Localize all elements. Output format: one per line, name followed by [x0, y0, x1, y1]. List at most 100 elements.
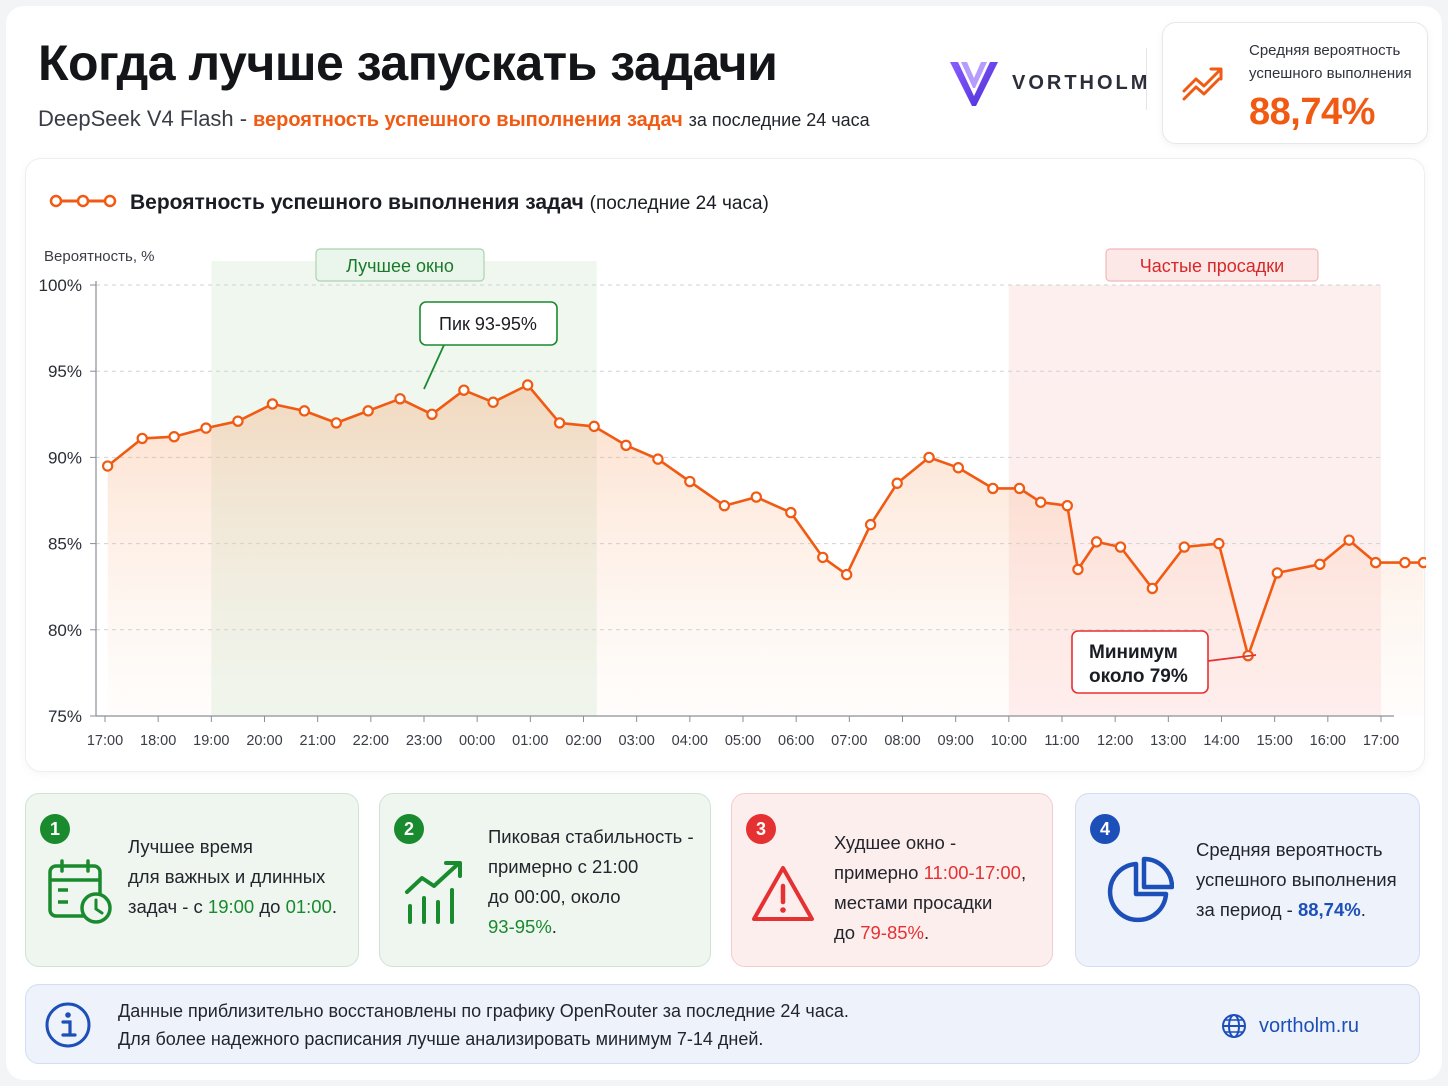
data-point [200, 422, 212, 434]
card-line: за период - 88,74%. [1196, 899, 1366, 920]
x-tick-label: 09:00 [938, 733, 974, 749]
bar-growth-icon [405, 861, 462, 924]
data-point [101, 460, 114, 472]
y-tick-label: 85% [48, 535, 82, 554]
data-point [394, 393, 406, 405]
y-tick-label: 95% [48, 362, 82, 381]
data-point [1369, 556, 1382, 569]
data-point [232, 415, 244, 427]
x-tick-label: 13:00 [1150, 733, 1186, 749]
peak-callout-box [419, 301, 558, 346]
subtitle-tail: за последние 24 часа [688, 110, 870, 130]
info-line-1: Данные приблизительно восстановлены по г… [118, 1001, 849, 1021]
data-point [718, 499, 731, 512]
best-window-label: Лучшее окно [346, 256, 454, 276]
data-point [864, 518, 877, 531]
data-point [1399, 556, 1411, 569]
min-callout-box [1071, 630, 1209, 694]
x-tick-label: 12:00 [1097, 733, 1133, 749]
x-tick-label: 22:00 [353, 733, 389, 749]
header-divider [1146, 48, 1147, 110]
card-line: примерно 11:00-17:00, [834, 862, 1027, 883]
kpi-label: Средняя вероятность успешного выполнения [1249, 42, 1412, 82]
data-point [1146, 582, 1159, 595]
x-tick-label: 05:00 [725, 733, 761, 749]
x-tick-label: 04:00 [672, 733, 708, 749]
data-point [684, 475, 696, 488]
card-line: Средняя вероятность [1196, 839, 1383, 860]
data-point [266, 398, 279, 410]
y-tick-label: 75% [48, 707, 82, 726]
data-point [588, 420, 600, 433]
card-line: задач - с 19:00 до 01:00. [128, 896, 338, 917]
peak-callout-label: Пик 93-95% [439, 314, 537, 334]
x-tick-label: 21:00 [300, 733, 336, 749]
x-tick-label: 11:00 [1044, 733, 1079, 749]
y-tick-label: 80% [48, 621, 82, 640]
card-text: Лучшее время для важных и длинных задач … [128, 832, 337, 922]
line-chart: 75% 80% 85% 90% 95% 100% 17:00 18:00 19:00 20:00 2… [39, 191, 1426, 749]
info-icon [45, 1002, 91, 1048]
data-point [553, 417, 566, 429]
insight-card-worst: 3 Худшее окно - примерно 11:00-17:00, ме… [731, 793, 1053, 967]
data-point [1035, 496, 1047, 508]
card-text: Средняя вероятность успешного выполнения… [1196, 835, 1397, 925]
x-tick-label: 23:00 [406, 733, 442, 749]
x-tick-label: 18:00 [140, 733, 176, 749]
brand-logo: VORTHOLM [948, 58, 1150, 108]
info-banner: Данные приблизительно восстановлены по г… [25, 984, 1420, 1064]
card-number-badge: 1 [40, 814, 70, 844]
card-line: Пиковая стабильность - [488, 826, 694, 847]
data-point [817, 551, 829, 564]
warning-icon [752, 866, 814, 921]
x-tick-label: 15:00 [1257, 733, 1293, 749]
data-point [952, 462, 965, 474]
peak-leader [423, 344, 445, 390]
card-line: Худшее окно - [834, 832, 957, 853]
page-subtitle: DeepSeek V4 Flash - вероятность успешног… [38, 106, 870, 132]
data-point [620, 439, 632, 452]
data-point [1271, 567, 1284, 579]
data-point [652, 453, 664, 465]
x-tick-label: 20:00 [246, 733, 282, 749]
card-line: для важных и длинных [128, 866, 326, 887]
min-callout-label-1: Минимум [1089, 642, 1178, 663]
kpi-value: 88,74% [1249, 91, 1375, 133]
card-text: Худшее окно - примерно 11:00-17:00, мест… [834, 828, 1026, 948]
data-point [1178, 541, 1190, 553]
data-point [136, 432, 148, 445]
x-tick-label: 14:00 [1203, 733, 1239, 749]
vortholm-logo-icon [950, 62, 998, 106]
data-point [1013, 482, 1026, 495]
pie-chart-icon [1107, 856, 1174, 923]
y-axis-label: Вероятность, % [44, 248, 155, 265]
data-point [785, 506, 797, 519]
card-number-badge: 4 [1090, 814, 1120, 844]
card-line: Лучшее время [128, 836, 253, 857]
card-text: Пиковая стабильность - примерно с 21:00 … [488, 822, 694, 942]
x-tick-label: 02:00 [565, 733, 601, 749]
card-line: примерно с 21:00 [488, 856, 639, 877]
data-point [1114, 541, 1127, 553]
insight-card-best-time: 1 Лучшее время для важных и длинных зада… [25, 793, 359, 967]
data-point [1314, 558, 1326, 570]
trend-up-icon [1182, 67, 1223, 101]
card-line: 93-95%. [488, 916, 557, 937]
min-leader [1207, 654, 1257, 662]
website-link[interactable]: vortholm.ru [1221, 1013, 1359, 1039]
card-line: до 00:00, около [488, 886, 621, 907]
x-tick-label: 03:00 [619, 733, 655, 749]
data-point [426, 408, 438, 420]
best-window-badge [315, 248, 485, 282]
min-callout-label-2: около 79% [1089, 666, 1188, 687]
subtitle-highlight: вероятность успешного выполнения задач [252, 109, 683, 131]
card-number-badge: 3 [746, 814, 776, 844]
card-line: успешного выполнения [1196, 869, 1397, 890]
data-point [987, 482, 999, 495]
data-point [1072, 563, 1084, 576]
x-tick-label: 17:00 [1363, 733, 1399, 749]
data-point [891, 477, 903, 489]
card-line: местами просадки [834, 892, 993, 913]
x-tick-label: 07:00 [831, 733, 867, 749]
dips-label: Частые просадки [1140, 256, 1284, 276]
